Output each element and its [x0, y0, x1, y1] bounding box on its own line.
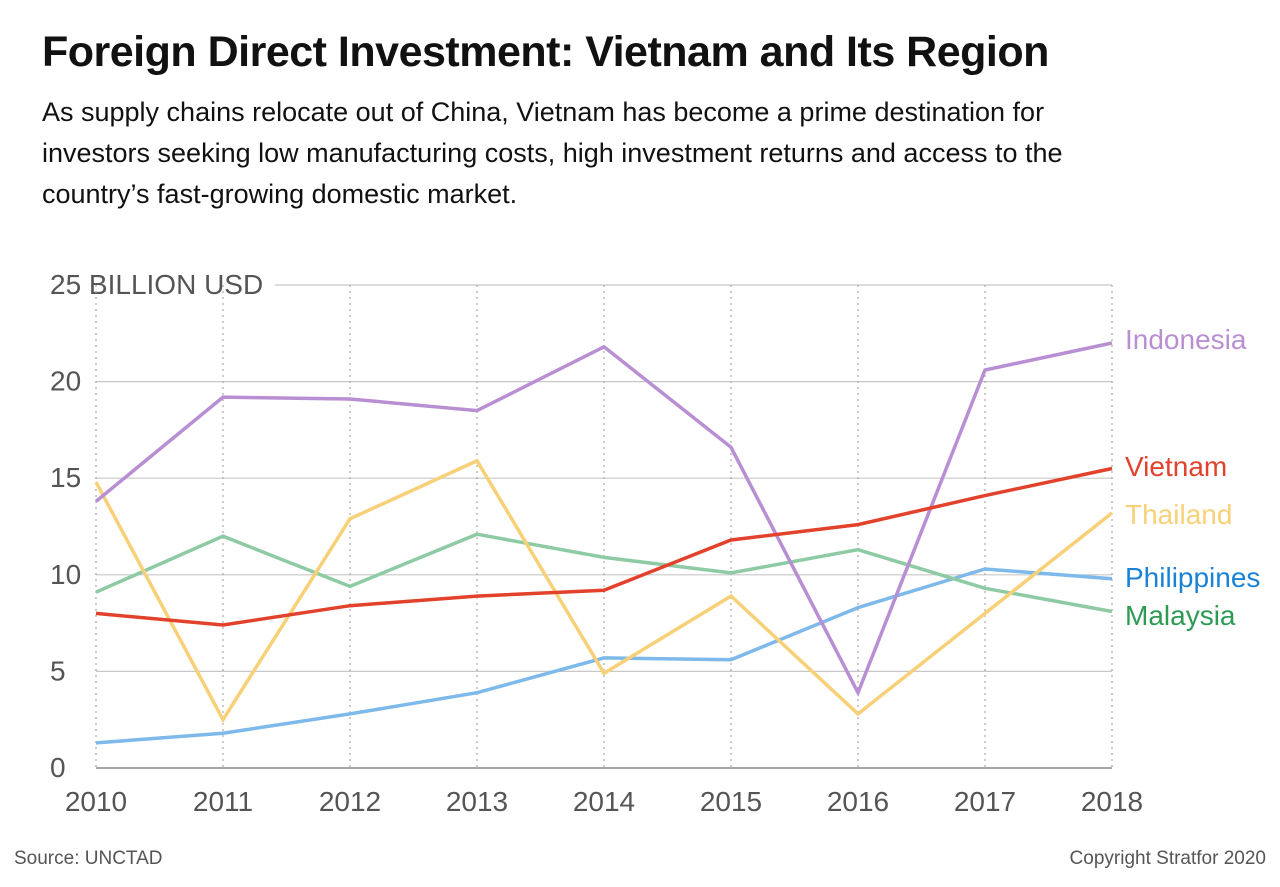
x-tick-label: 2010 [65, 786, 127, 817]
x-tick-label: 2017 [954, 786, 1016, 817]
series-line-philippines [95, 567, 1113, 745]
x-tick-label: 2011 [193, 786, 253, 817]
x-tick-label: 2012 [319, 786, 381, 817]
series-label-philippines: Philippines [1125, 562, 1260, 593]
y-tick-label: 15 [50, 462, 81, 493]
y-tick-label: 20 [50, 366, 81, 397]
chart-subtitle: As supply chains relocate out of China, … [42, 97, 1063, 209]
x-tick-label: 2016 [827, 786, 889, 817]
series-line-malaysia [95, 532, 1113, 614]
x-tick-label: 2015 [700, 786, 762, 817]
x-tick-label: 2014 [573, 786, 635, 817]
y-tick-label: 10 [50, 559, 81, 590]
y-tick-label: 0 [50, 752, 66, 783]
copyright-note: Copyright Stratfor 2020 [1069, 848, 1266, 869]
x-tick-label: 2018 [1081, 786, 1143, 817]
y-tick-label: 5 [50, 655, 66, 686]
series-line-indonesia [94, 341, 1113, 697]
series-line-thailand [94, 458, 1114, 724]
series-label-indonesia: Indonesia [1125, 324, 1247, 355]
series-label-vietnam: Vietnam [1125, 451, 1227, 482]
series-label-thailand: Thailand [1125, 499, 1232, 530]
x-tick-label: 2013 [446, 786, 508, 817]
source-note: Source: UNCTAD [14, 848, 163, 869]
y-tick-label: 25 BILLION USD [50, 269, 263, 300]
chart-title: Foreign Direct Investment: Vietnam and I… [42, 28, 1049, 76]
series-label-malaysia: Malaysia [1125, 600, 1236, 631]
series-line-vietnam [95, 466, 1113, 627]
